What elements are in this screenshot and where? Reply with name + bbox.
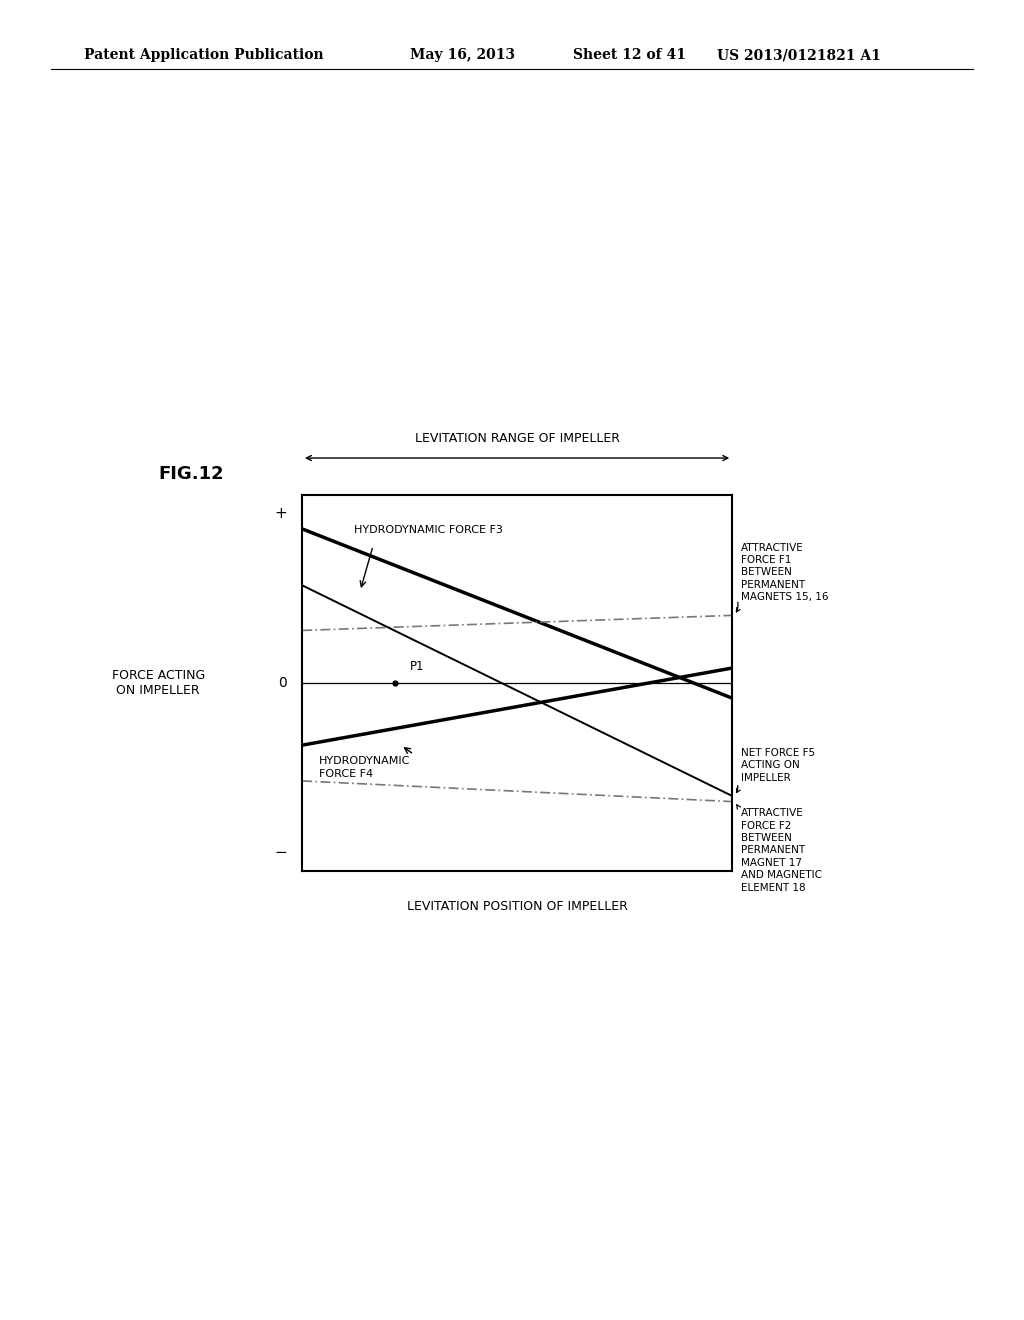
- Text: ATTRACTIVE
FORCE F1
BETWEEN
PERMANENT
MAGNETS 15, 16: ATTRACTIVE FORCE F1 BETWEEN PERMANENT MA…: [741, 543, 828, 602]
- Text: May 16, 2013: May 16, 2013: [410, 49, 515, 62]
- Text: ATTRACTIVE
FORCE F2
BETWEEN
PERMANENT
MAGNET 17
AND MAGNETIC
ELEMENT 18: ATTRACTIVE FORCE F2 BETWEEN PERMANENT MA…: [741, 808, 822, 892]
- Text: LEVITATION RANGE OF IMPELLER: LEVITATION RANGE OF IMPELLER: [415, 432, 620, 445]
- Text: FIG.12: FIG.12: [159, 465, 224, 483]
- Text: NET FORCE F5
ACTING ON
IMPELLER: NET FORCE F5 ACTING ON IMPELLER: [741, 748, 815, 783]
- Text: US 2013/0121821 A1: US 2013/0121821 A1: [717, 49, 881, 62]
- Text: P1: P1: [410, 660, 424, 673]
- Text: −: −: [274, 845, 287, 859]
- Text: LEVITATION POSITION OF IMPELLER: LEVITATION POSITION OF IMPELLER: [407, 900, 628, 913]
- Text: Sheet 12 of 41: Sheet 12 of 41: [573, 49, 686, 62]
- Text: HYDRODYNAMIC
FORCE F4: HYDRODYNAMIC FORCE F4: [319, 756, 411, 779]
- Text: Patent Application Publication: Patent Application Publication: [84, 49, 324, 62]
- Text: FORCE ACTING
ON IMPELLER: FORCE ACTING ON IMPELLER: [112, 669, 205, 697]
- Text: HYDRODYNAMIC FORCE F3: HYDRODYNAMIC FORCE F3: [353, 524, 503, 535]
- Text: +: +: [274, 507, 287, 521]
- Text: 0: 0: [279, 676, 287, 690]
